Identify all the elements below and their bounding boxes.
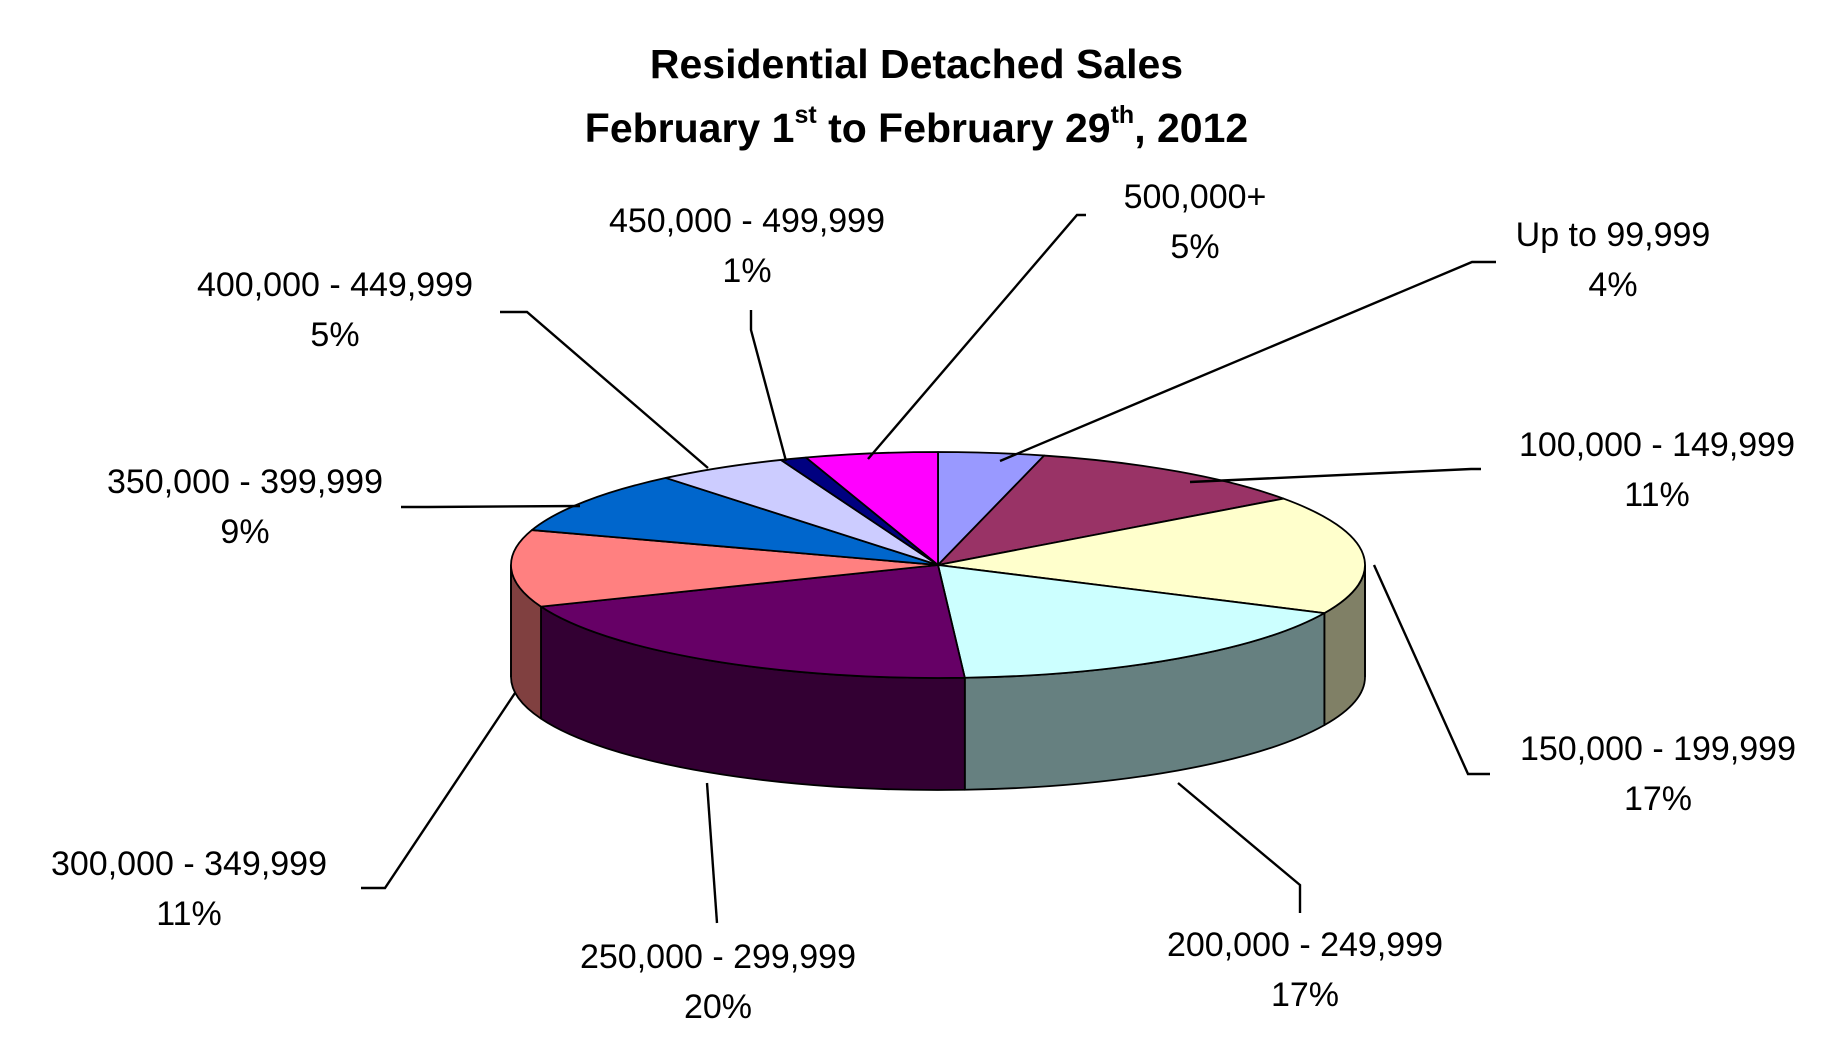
slice-label-450-000-499-999: 450,000 - 499,999 [609,202,885,240]
leader-line-400-000-449-999 [500,310,709,469]
leader-line-150-000-199-999 [1372,564,1490,776]
slice-percent-150-000-199-999: 17% [1624,780,1692,818]
slice-percent-200-000-249-999: 17% [1271,976,1339,1014]
slice-percent-400-000-449-999: 5% [310,316,359,354]
slice-label-400-000-449-999: 400,000 - 449,999 [197,266,473,304]
leader-line-300-000-349-999 [361,692,516,890]
slice-percent-500-000: 5% [1170,228,1219,266]
slice-label-100-000-149-999: 100,000 - 149,999 [1519,426,1795,464]
slice-percent-250-000-299-999: 20% [684,988,752,1026]
slice-percent-350-000-399-999: 9% [220,513,269,551]
slice-label-350-000-399-999: 350,000 - 399,999 [107,463,383,501]
slice-label-150-000-199-999: 150,000 - 199,999 [1520,730,1796,768]
title-sup-th: th [1110,101,1135,130]
pie-slice-500-000 [805,451,939,566]
pie-slice-200-000-249-999 [937,564,1326,679]
title-date-mid: to February 29 [816,105,1111,151]
leader-line-200-000-249-999 [1177,782,1302,913]
title-date-start: February 1 [584,105,795,151]
slice-percent-450-000-499-999: 1% [722,252,771,290]
leader-line-250-000-299-999 [705,782,719,924]
pie-sides [510,564,1366,791]
pie-slice-250-000-299-999 [540,564,966,679]
slice-label-200-000-249-999: 200,000 - 249,999 [1167,926,1443,964]
slice-labels: Up to 99,999 4% 100,000 - 149,999 11% 150,00… [51,178,1796,1026]
pie-tops [510,451,1366,679]
pie-slice-150-000-199-999 [937,497,1366,615]
title-date-end: , 2012 [1134,105,1249,151]
leader-line-100-000-149-999 [1189,467,1481,484]
slice-label-up-to-99-999: Up to 99,999 [1516,216,1711,254]
leader-line-500-000 [867,213,1086,460]
slice-percent-100-000-149-999: 11% [1624,476,1690,514]
leader-lines [361,213,1496,924]
pie-slice-100-000-149-999 [937,454,1285,566]
leader-line-up-to-99-999 [999,260,1496,463]
slice-label-500-000: 500,000+ [1124,178,1267,216]
pie-slice-350-000-399-999 [530,477,939,566]
slice-label-250-000-299-999: 250,000 - 299,999 [580,938,856,976]
slice-percent-up-to-99-999: 4% [1588,266,1637,304]
pie-slice-300-000-349-999 [510,529,939,608]
leader-line-450-000-499-999 [749,310,788,462]
chart-title-line-2: February 1st to February 29th, 2012 [0,101,1833,152]
slice-percent-300-000-349-999: 11% [156,895,222,933]
slice-label-300-000-349-999: 300,000 - 349,999 [51,845,327,883]
title-sup-st: st [794,101,817,130]
leader-line-350-000-399-999 [401,504,581,509]
chart-title-line-1: Residential Detached Sales [649,41,1184,87]
